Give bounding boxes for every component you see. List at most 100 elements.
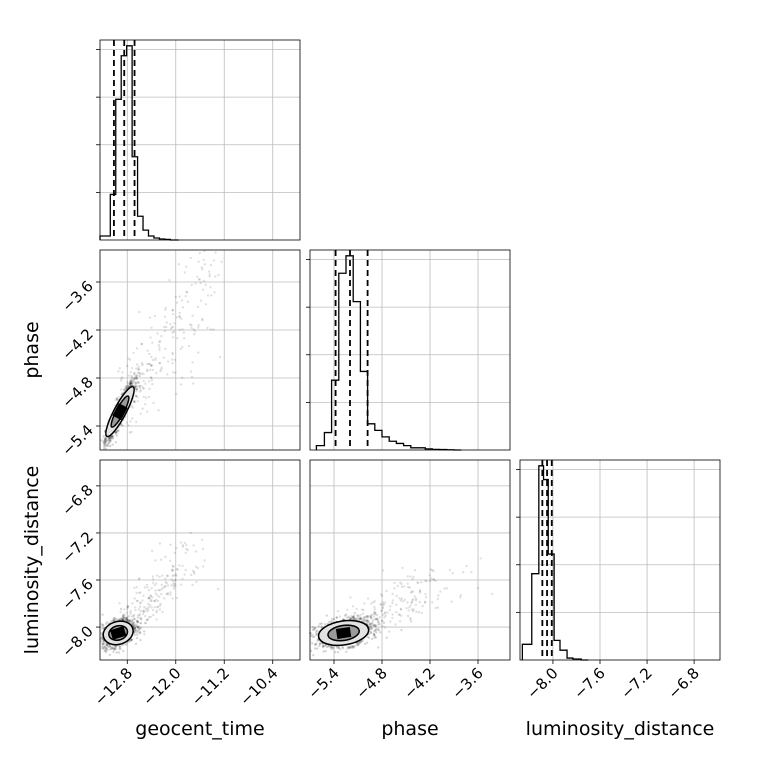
sample-point	[197, 324, 200, 327]
sample-point	[127, 620, 130, 623]
sample-point	[375, 617, 379, 620]
sample-point	[381, 601, 385, 604]
sample-point	[185, 547, 188, 551]
sample-point	[185, 265, 188, 268]
sample-point	[160, 592, 163, 596]
sample-point	[133, 380, 136, 384]
sample-point	[136, 400, 139, 403]
sample-point	[318, 644, 321, 648]
sample-point	[104, 439, 108, 442]
sample-point	[434, 579, 437, 583]
sample-point	[107, 439, 111, 442]
sample-point	[122, 649, 125, 653]
sample-point	[158, 348, 161, 352]
sample-point	[373, 612, 377, 615]
sample-point	[358, 641, 362, 645]
sample-point	[193, 572, 196, 575]
sample-point	[107, 441, 111, 445]
sample-point	[316, 647, 319, 650]
sample-point	[125, 616, 128, 619]
sample-point	[136, 625, 140, 628]
sample-point	[220, 260, 223, 263]
sample-point	[148, 387, 151, 391]
sample-point	[367, 615, 370, 618]
sample-point	[155, 618, 158, 621]
panel-geocent-time-vs-luminosity-distance-peak	[110, 626, 127, 640]
sample-point	[105, 436, 108, 440]
sample-point	[420, 611, 423, 615]
sample-point	[398, 597, 401, 600]
sample-point	[374, 613, 377, 616]
sample-point	[108, 645, 111, 648]
sample-point	[424, 600, 427, 604]
sample-point	[122, 618, 125, 621]
sample-point	[324, 643, 327, 647]
sample-point	[369, 625, 373, 628]
sample-point	[149, 599, 152, 603]
sample-point	[335, 616, 338, 619]
sample-point	[195, 580, 198, 584]
sample-point	[154, 357, 157, 360]
sample-point	[378, 616, 381, 619]
sample-point	[125, 618, 128, 621]
sample-point	[158, 575, 161, 579]
sample-point	[418, 590, 422, 593]
sample-point	[198, 278, 201, 281]
sample-point	[134, 629, 137, 632]
sample-point	[164, 347, 167, 350]
sample-point	[370, 627, 373, 630]
sample-point	[194, 282, 197, 285]
sample-point	[128, 619, 131, 622]
sample-point	[110, 647, 114, 650]
sample-point	[415, 610, 418, 613]
x-tick-label: −6.8	[664, 664, 702, 702]
sample-point	[102, 643, 105, 646]
hist-phase-frame	[309, 249, 511, 451]
sample-point	[122, 616, 125, 620]
sample-point	[157, 589, 160, 592]
sample-point	[324, 649, 327, 653]
sample-point	[381, 606, 384, 609]
sample-point	[120, 388, 123, 391]
sample-point	[184, 295, 187, 298]
sample-point	[201, 547, 205, 551]
sample-point	[155, 611, 158, 614]
sample-point	[194, 550, 198, 553]
sample-point	[356, 643, 360, 647]
sample-point	[406, 582, 409, 585]
sample-point	[383, 601, 387, 604]
sample-point	[190, 375, 194, 379]
sample-point	[128, 618, 131, 622]
sample-point	[409, 616, 412, 620]
sample-point	[114, 647, 117, 650]
sample-point	[197, 326, 200, 329]
sample-point	[400, 582, 403, 586]
sample-point	[139, 412, 142, 415]
sample-point	[118, 367, 121, 370]
sample-point	[218, 355, 222, 359]
sample-point	[367, 636, 371, 639]
sample-point	[138, 385, 141, 388]
sample-point	[345, 650, 348, 653]
sample-point	[359, 617, 362, 620]
sample-point	[132, 624, 135, 627]
sample-point	[417, 611, 421, 614]
sample-point	[190, 323, 193, 327]
sample-point	[138, 374, 141, 378]
sample-point	[102, 440, 105, 444]
sample-point	[336, 610, 340, 613]
sample-point	[370, 631, 373, 634]
sample-point	[170, 584, 173, 587]
sample-point	[132, 622, 135, 625]
sample-point	[150, 326, 153, 329]
sample-point	[144, 382, 147, 385]
sample-point	[186, 300, 190, 303]
sample-point	[126, 616, 129, 620]
sample-point	[136, 371, 140, 374]
sample-point	[396, 584, 400, 588]
sample-point	[109, 644, 112, 648]
sample-point	[164, 585, 167, 588]
sample-point	[104, 437, 108, 440]
sample-point	[124, 386, 127, 389]
sample-point	[314, 643, 317, 646]
